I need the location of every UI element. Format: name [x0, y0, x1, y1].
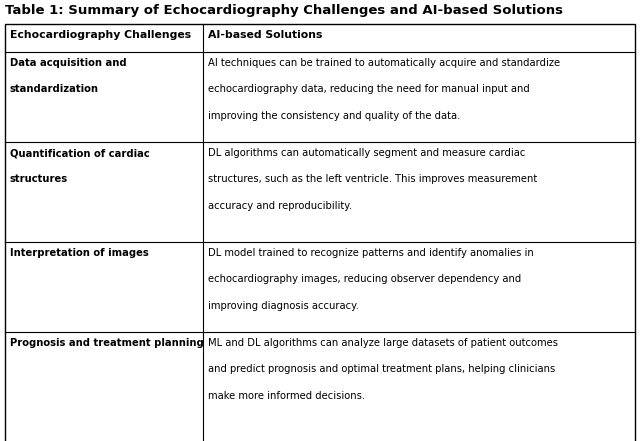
Text: Echocardiography Challenges: Echocardiography Challenges: [10, 30, 191, 40]
Text: DL model trained to recognize patterns and identify anomalies in

echocardiograp: DL model trained to recognize patterns a…: [209, 248, 534, 311]
Text: Table 1: Summary of Echocardiography Challenges and AI-based Solutions: Table 1: Summary of Echocardiography Cha…: [5, 4, 563, 17]
Text: Quantification of cardiac

structures: Quantification of cardiac structures: [10, 148, 150, 184]
Text: Data acquisition and

standardization: Data acquisition and standardization: [10, 58, 127, 94]
Text: Prognosis and treatment planning: Prognosis and treatment planning: [10, 338, 204, 348]
Text: DL algorithms can automatically segment and measure cardiac

structures, such as: DL algorithms can automatically segment …: [209, 148, 538, 211]
Text: ML and DL algorithms can analyze large datasets of patient outcomes

and predict: ML and DL algorithms can analyze large d…: [209, 338, 559, 401]
Text: AI techniques can be trained to automatically acquire and standardize

echocardi: AI techniques can be trained to automati…: [209, 58, 561, 121]
Text: Interpretation of images: Interpretation of images: [10, 248, 148, 258]
Text: AI-based Solutions: AI-based Solutions: [209, 30, 323, 40]
